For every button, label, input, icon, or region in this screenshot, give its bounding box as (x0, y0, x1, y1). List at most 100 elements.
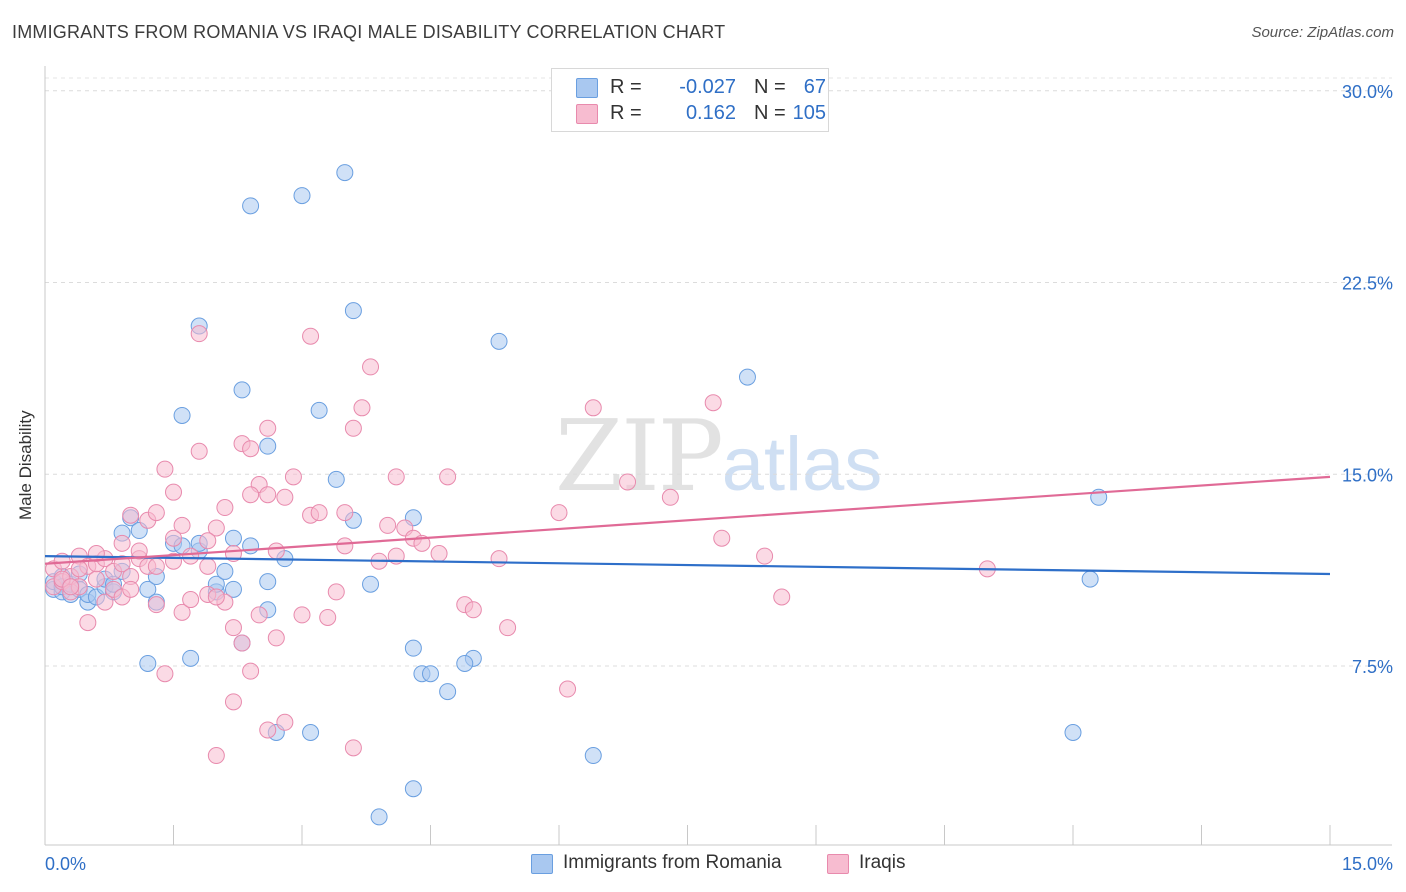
point-iraqis (499, 619, 517, 637)
point-iraqis (439, 468, 457, 486)
y-tick-label: 30.0% (1342, 82, 1393, 102)
legend-r-label: R = (610, 76, 642, 98)
axes (44, 66, 1392, 846)
point-iraqis (207, 588, 225, 606)
y-tick-label: 22.5% (1342, 274, 1393, 294)
point-iraqis (224, 545, 242, 563)
watermark-atlas: atlas (721, 422, 883, 507)
point-iraqis (344, 739, 362, 757)
point-iraqis (362, 358, 380, 376)
point-iraqis (190, 442, 208, 460)
data-points (45, 164, 1108, 826)
point-iraqis (379, 516, 397, 534)
point-iraqis (276, 488, 294, 506)
legend-n-value: 105 (792, 102, 826, 124)
point-romania (1081, 570, 1099, 588)
stats-legend: R = -0.027 N = 67 R = 0.162 N = 105 (551, 68, 829, 132)
point-iraqis (165, 529, 182, 547)
watermark: ZIPatlas (555, 400, 882, 514)
point-iraqis (584, 399, 602, 417)
bottom-legend-label-iraqis: Iraqis (859, 852, 906, 873)
point-iraqis (122, 580, 140, 598)
point-romania (456, 654, 474, 672)
point-romania (139, 580, 157, 598)
point-romania (224, 529, 242, 547)
legend-n-label: N = (754, 102, 786, 124)
point-iraqis (182, 591, 200, 609)
point-iraqis (242, 440, 260, 458)
point-iraqis (62, 578, 80, 596)
point-iraqis (147, 557, 165, 575)
y-tick-label: 7.5% (1352, 657, 1393, 677)
point-romania (139, 654, 157, 672)
trend-line-romania (44, 554, 1331, 576)
point-iraqis (387, 468, 405, 486)
point-iraqis (224, 619, 242, 637)
point-iraqis (344, 419, 362, 437)
point-romania (259, 437, 277, 455)
watermark-zip: ZIP (555, 400, 724, 514)
y-tick-label: 15.0% (1342, 465, 1393, 485)
tick-labels: 7.5% 15.0% 22.5% 30.0% 0.0% 15.0% (45, 82, 1393, 874)
point-iraqis (122, 506, 140, 524)
point-iraqis (284, 468, 302, 486)
point-romania (1064, 724, 1082, 742)
point-iraqis (216, 499, 234, 517)
point-romania (404, 639, 422, 657)
point-romania (233, 381, 251, 399)
point-iraqis (87, 570, 105, 588)
point-iraqis (147, 596, 165, 614)
trend-line-iraqis (44, 475, 1331, 565)
point-iraqis (250, 606, 268, 624)
point-iraqis (173, 516, 191, 534)
point-iraqis (207, 519, 225, 537)
point-iraqis (559, 680, 577, 698)
point-iraqis (165, 483, 182, 501)
bottom-legend-swatch-iraqis (827, 854, 849, 874)
point-romania (336, 164, 354, 182)
point-iraqis (293, 606, 311, 624)
point-iraqis (259, 486, 277, 504)
point-iraqis (327, 583, 345, 601)
point-iraqis (173, 603, 191, 621)
point-iraqis (267, 542, 285, 560)
point-romania (310, 401, 328, 419)
point-iraqis (242, 662, 260, 680)
point-iraqis (336, 537, 354, 555)
x-tick-label-min: 0.0% (45, 854, 86, 874)
point-iraqis (713, 529, 731, 547)
point-iraqis (259, 419, 277, 437)
point-iraqis (756, 547, 774, 565)
point-iraqis (550, 504, 568, 522)
point-iraqis (207, 747, 225, 765)
point-iraqis (490, 550, 508, 568)
point-iraqis (464, 601, 482, 619)
source-label: Source: ZipAtlas.com (1251, 24, 1394, 41)
point-iraqis (70, 560, 88, 578)
point-romania (370, 808, 388, 826)
point-iraqis (147, 504, 165, 522)
point-iraqis (319, 608, 337, 626)
point-romania (216, 562, 234, 580)
grid-lines (45, 77, 1392, 667)
trend-lines (44, 475, 1331, 576)
point-romania (224, 580, 242, 598)
legend-r-value: 0.162 (685, 102, 736, 124)
point-romania (344, 302, 362, 320)
point-iraqis (242, 486, 260, 504)
point-romania (490, 332, 508, 350)
chart-title: IMMIGRANTS FROM ROMANIA VS IRAQI MALE DI… (12, 22, 726, 42)
point-iraqis (233, 634, 251, 652)
point-iraqis (773, 588, 791, 606)
point-iraqis (430, 545, 448, 563)
point-iraqis (96, 593, 114, 611)
point-romania (362, 575, 380, 593)
point-iraqis (79, 614, 97, 632)
point-iraqis (661, 488, 679, 506)
point-romania (439, 683, 457, 701)
point-iraqis (259, 721, 277, 739)
legend-n-value: 67 (803, 76, 826, 98)
point-iraqis (302, 327, 320, 345)
point-iraqis (310, 504, 328, 522)
